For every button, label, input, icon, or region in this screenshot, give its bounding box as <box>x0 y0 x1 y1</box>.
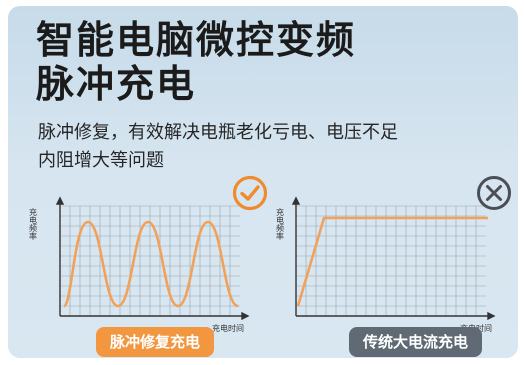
headline: 智能电脑微控变频 脉冲充电 <box>36 18 356 106</box>
description: 脉冲修复，有效解决电瓶老化亏电、电压不足 内阻增大等问题 <box>38 119 508 175</box>
promo-card: 智能电脑微控变频 脉冲充电 脉冲修复，有效解决电瓶老化亏电、电压不足 内阻增大等… <box>8 6 518 358</box>
pulse-charging-svg: 充电频率 充电时间 <box>29 196 250 333</box>
pulse-charging-chart: 充电频率 充电时间 <box>28 194 253 334</box>
headline-line-2: 脉冲充电 <box>36 62 197 106</box>
description-line-2: 内阻增大等问题 <box>38 150 164 171</box>
x-circle-icon <box>476 175 512 211</box>
traditional-charging-badge: 传统大电流充电 <box>349 327 483 357</box>
traditional-charging-svg: 充电频率 充电时间 <box>276 196 496 333</box>
headline-line-1: 智能电脑微控变频 <box>36 18 357 62</box>
check-circle-icon <box>232 175 268 211</box>
traditional-charging-chart: 充电频率 充电时间 <box>274 194 499 334</box>
x-axis-label: 充电时间 <box>212 323 244 333</box>
grid <box>60 205 240 316</box>
pulse-wave-line <box>62 220 239 308</box>
grid <box>296 205 486 316</box>
constant-current-line <box>296 216 488 307</box>
description-line-1: 脉冲修复，有效解决电瓶老化亏电、电压不足 <box>38 122 398 143</box>
axes <box>291 196 496 321</box>
y-axis-label: 充电频率 <box>29 207 38 241</box>
y-axis-label: 充电频率 <box>276 207 285 241</box>
pulse-charging-badge: 脉冲修复充电 <box>96 327 215 357</box>
axes <box>55 196 250 321</box>
